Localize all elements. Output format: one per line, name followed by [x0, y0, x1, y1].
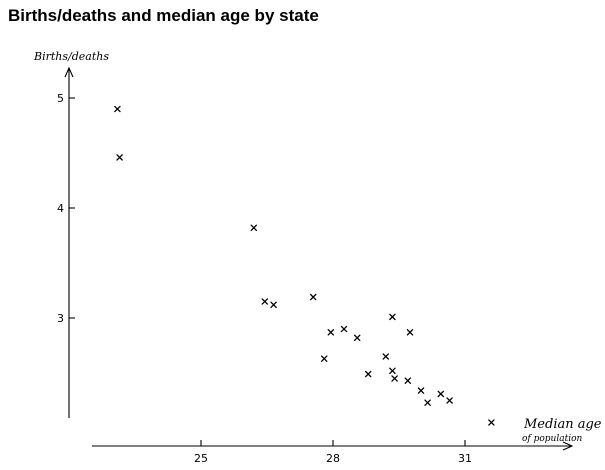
y-ticks: 3 4 5 [57, 92, 75, 325]
data-point [327, 329, 335, 336]
data-point [364, 370, 372, 378]
chart-title: Births/deaths and median age by state [8, 6, 319, 25]
data-point [270, 301, 277, 309]
x-axis-label: Median age [523, 417, 602, 432]
y-tick-label-5: 5 [57, 92, 64, 105]
data-point [446, 397, 453, 404]
data-point [309, 293, 317, 301]
data-point [114, 105, 121, 113]
y-axis-label: Births/deaths [33, 50, 109, 63]
data-point [340, 325, 348, 333]
data-point [404, 377, 412, 384]
data-point [417, 387, 425, 394]
data-point [382, 353, 390, 360]
y-tick-label-3: 3 [57, 312, 64, 325]
x-tick-label-31: 31 [458, 452, 472, 465]
data-point [320, 355, 328, 362]
data-point [261, 298, 269, 305]
x-axis: 25 28 31 [92, 440, 574, 465]
y-axis-arrow [64, 66, 74, 78]
data-point [389, 367, 396, 375]
data-point [488, 419, 495, 426]
x-axis-arrow [562, 441, 574, 451]
y-tick-label-4: 4 [57, 202, 64, 215]
data-point [250, 224, 258, 232]
data-point [437, 390, 445, 398]
data-point [389, 313, 396, 321]
x-axis-label-subtitle: of population [522, 434, 583, 444]
data-point [353, 334, 361, 342]
data-points [114, 105, 495, 426]
x-tick-label-25: 25 [194, 452, 208, 465]
x-tick-label-28: 28 [326, 452, 340, 465]
data-point [116, 154, 123, 161]
data-point [406, 329, 414, 336]
x-ticks: 25 28 31 [194, 440, 472, 465]
y-axis: 3 4 5 [57, 66, 75, 418]
data-point [391, 375, 398, 382]
data-point [424, 399, 431, 406]
